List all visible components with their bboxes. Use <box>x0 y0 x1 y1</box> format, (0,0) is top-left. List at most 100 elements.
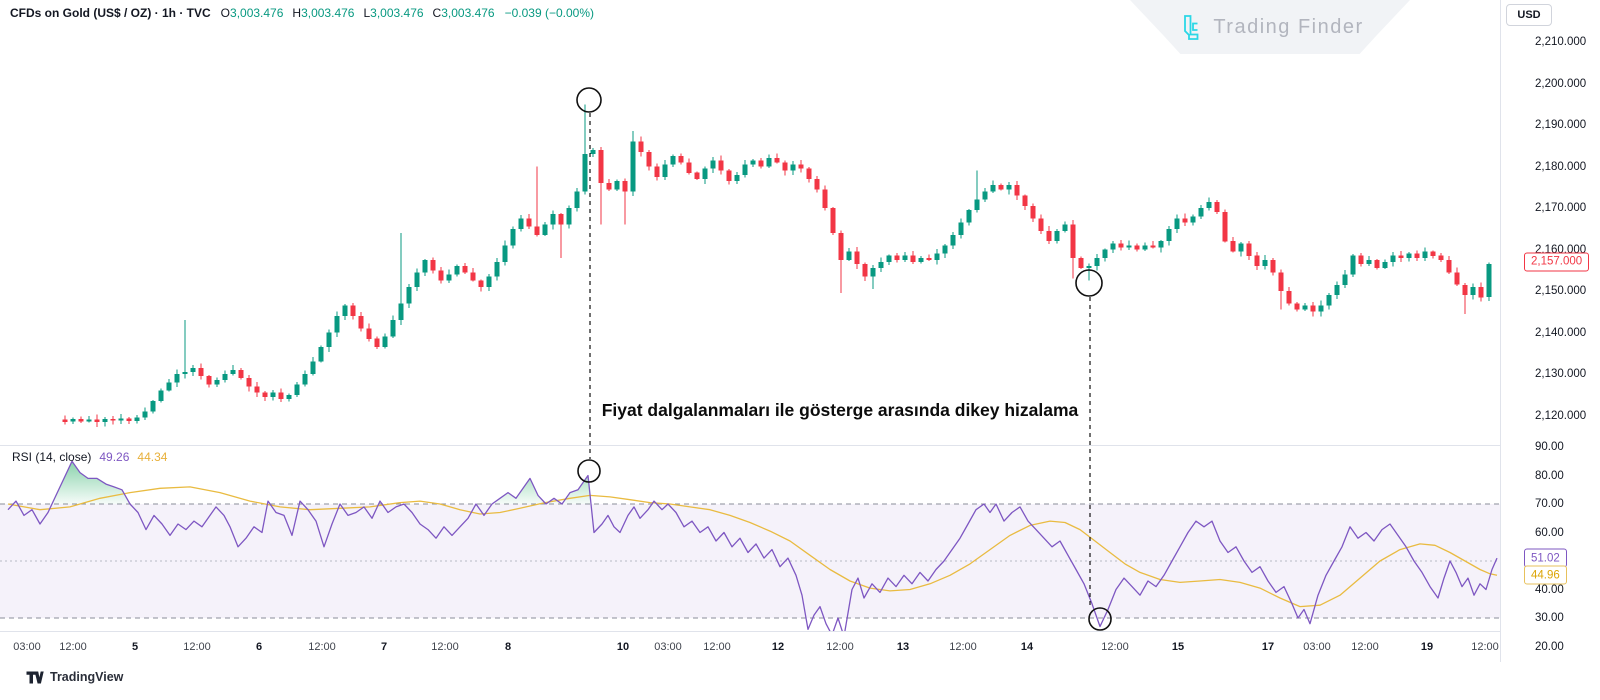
candle-body <box>1142 245 1148 250</box>
candle-body <box>1094 257 1100 267</box>
candle-body <box>494 262 500 277</box>
trading-finder-logo-icon <box>1184 14 1199 40</box>
rsi-title[interactable]: RSI (14, close) <box>12 450 92 464</box>
candle-body <box>814 179 820 190</box>
candle-body <box>1206 201 1212 208</box>
candle-body <box>646 152 652 167</box>
candle-body <box>1238 243 1244 252</box>
price-axis-tick: 2,200.000 <box>1535 77 1587 90</box>
candle-body <box>1422 251 1428 258</box>
candle-body <box>766 158 772 167</box>
currency-button[interactable]: USD <box>1506 4 1552 26</box>
rsi-ma-current-value: 44.34 <box>137 450 168 464</box>
candle-body <box>558 214 564 225</box>
candle-body <box>718 160 724 171</box>
candle-body <box>758 160 764 167</box>
candle-body <box>886 255 892 262</box>
candle-body <box>174 374 180 383</box>
candle-body <box>270 392 276 397</box>
candle-body <box>1046 230 1052 242</box>
time-axis[interactable]: 03:00 12:00 5 12:00 6 12:00 7 12:00 8 10 03:00 12:0… <box>0 632 1500 662</box>
rsi-header[interactable]: RSI (14, close) 49.26 44.34 <box>12 450 167 464</box>
candle-body <box>854 251 860 264</box>
candle-body <box>86 419 92 422</box>
candle-body <box>726 170 732 182</box>
candle-body <box>614 181 620 190</box>
candle-body <box>574 191 580 208</box>
candle-body <box>470 272 476 281</box>
candle-body <box>286 394 292 399</box>
candle-body <box>134 417 140 421</box>
symbol-title[interactable]: CFDs on Gold (US$ / OZ) · 1h · TVC <box>10 6 211 20</box>
candle-body <box>142 411 148 418</box>
candle-body <box>790 164 796 171</box>
candle-body <box>934 253 940 260</box>
time-axis-label: 5 <box>131 641 139 653</box>
time-axis-label: 12:00 <box>1471 641 1499 653</box>
time-axis-label: 03:00 <box>1303 641 1331 653</box>
marker-circle <box>577 459 601 483</box>
candle-body <box>694 172 700 179</box>
candle-body <box>230 369 236 374</box>
candle-body <box>1246 243 1252 256</box>
price-axis-tick: 2,140.000 <box>1535 326 1587 339</box>
candle-body <box>1278 272 1284 291</box>
candle-body <box>1214 201 1220 213</box>
candle-body <box>310 361 316 374</box>
candle-body <box>78 418 84 422</box>
time-axis-label: 12:00 <box>183 641 211 653</box>
candle-body <box>742 164 748 175</box>
candle-body <box>918 257 924 262</box>
candle-body <box>1014 185 1020 196</box>
price-axis-tick: 2,120.000 <box>1535 409 1587 422</box>
ohlc-pair: O3,003.476 <box>220 6 284 20</box>
chart-canvas[interactable] <box>0 0 1500 662</box>
candle-body <box>534 226 540 235</box>
candle-body <box>462 266 468 273</box>
candle-body <box>1462 284 1468 296</box>
candle-body <box>1438 255 1444 260</box>
candle-body <box>1174 218 1180 229</box>
candle-body <box>510 228 516 246</box>
time-axis-label: 8 <box>504 641 512 653</box>
candle-body <box>246 378 252 387</box>
tradingview-attribution[interactable]: TradingView <box>26 670 123 684</box>
price-pane <box>62 104 1492 428</box>
watermark-banner: Trading Finder <box>1130 0 1410 54</box>
symbol-header[interactable]: CFDs on Gold (US$ / OZ) · 1h · TVC O3,00… <box>10 6 594 20</box>
candle-body <box>846 251 852 260</box>
pane-separator[interactable] <box>0 445 1500 446</box>
candle-body <box>446 274 452 281</box>
ohlc-pair: H3,003.476 <box>292 6 355 20</box>
time-axis-label: 12:00 <box>59 641 87 653</box>
candle-body <box>1022 195 1028 206</box>
ohlc-pair: C3,003.476 <box>432 6 495 20</box>
candle-body <box>1390 255 1396 262</box>
candle-body <box>414 272 420 287</box>
candle-body <box>590 149 596 155</box>
candle-body <box>254 386 260 393</box>
rsi-axis-tick: 80.00 <box>1535 469 1564 482</box>
candle-body <box>126 418 132 421</box>
ohlc-pair: L3,003.476 <box>363 6 424 20</box>
candle-body <box>1326 295 1332 306</box>
candle-body <box>1110 243 1116 250</box>
candle-body <box>1134 245 1140 250</box>
marker-circle <box>1088 607 1112 631</box>
candle-body <box>750 160 756 165</box>
candle-body <box>150 401 156 412</box>
candle-body <box>910 255 916 262</box>
candle-body <box>606 183 612 190</box>
candle-body <box>1470 286 1476 296</box>
candle-body <box>1478 286 1484 298</box>
candle-body <box>110 419 116 421</box>
candle-body <box>430 259 436 271</box>
candle-body <box>582 154 588 192</box>
candle-body <box>302 374 308 385</box>
candle-body <box>166 382 172 391</box>
candle-body <box>1342 274 1348 285</box>
candle-body <box>1270 259 1276 273</box>
candle-body <box>638 141 644 152</box>
candle-body <box>374 338 380 347</box>
marker-circle <box>1075 269 1103 297</box>
